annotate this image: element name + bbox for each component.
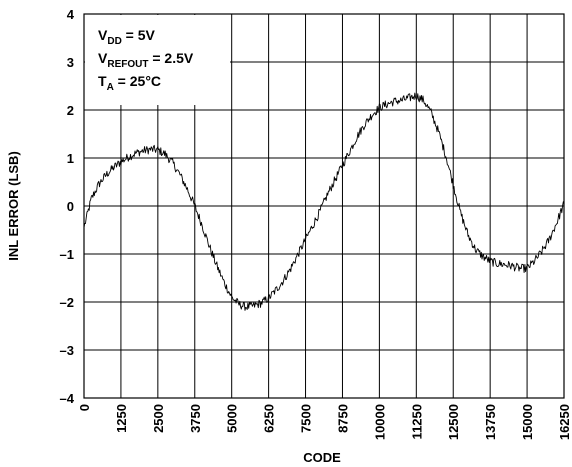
y-tick-label: 1: [67, 151, 74, 166]
x-tick-label: 6250: [262, 404, 277, 433]
conditions-background: [85, 15, 230, 105]
condition-line: VDD = 5V: [98, 27, 156, 47]
x-axis-label: CODE: [303, 450, 341, 465]
x-tick-label: 7500: [299, 404, 314, 433]
x-tick-label: 15000: [520, 404, 535, 440]
x-axis-tick-labels: 0 1250 2500 3750 5000 6250 7500 8750 10000 11250 1…: [77, 404, 572, 440]
x-tick-label: 3750: [188, 404, 203, 433]
x-tick-label: 1250: [114, 404, 129, 433]
grid-lines: [84, 14, 564, 398]
y-tick-label: –2: [60, 295, 74, 310]
x-tick-label: 12500: [446, 404, 461, 440]
x-tick-label: 0: [77, 404, 92, 411]
condition-line: TA = 25°C: [98, 73, 161, 93]
condition-line: VREFOUT = 2.5V: [98, 50, 194, 70]
y-tick-label: –3: [60, 343, 74, 358]
y-tick-label: –4: [60, 391, 75, 406]
y-tick-label: 0: [67, 199, 74, 214]
y-tick-label: 2: [67, 103, 74, 118]
x-tick-label: 11250: [409, 404, 424, 439]
y-tick-label: –1: [60, 247, 74, 262]
test-conditions-box: VDD = 5V VREFOUT = 2.5V TA = 25°C: [85, 15, 230, 105]
y-axis-label: INL ERROR (LSB): [6, 151, 21, 261]
x-tick-label: 5000: [225, 404, 240, 433]
y-axis-tick-labels: 4 3 2 1 0 –1 –2 –3 –4: [60, 7, 75, 406]
plot-area-border: [83, 13, 565, 399]
x-tick-label: 8750: [335, 404, 350, 433]
y-tick-label: 4: [67, 7, 75, 22]
y-tick-label: 3: [67, 55, 74, 70]
x-tick-label: 13750: [483, 404, 498, 440]
series-line-inl-error: [83, 92, 565, 311]
x-tick-label: 2500: [151, 404, 166, 433]
x-tick-label: 10000: [372, 404, 387, 440]
x-tick-label: 16250: [557, 404, 572, 440]
